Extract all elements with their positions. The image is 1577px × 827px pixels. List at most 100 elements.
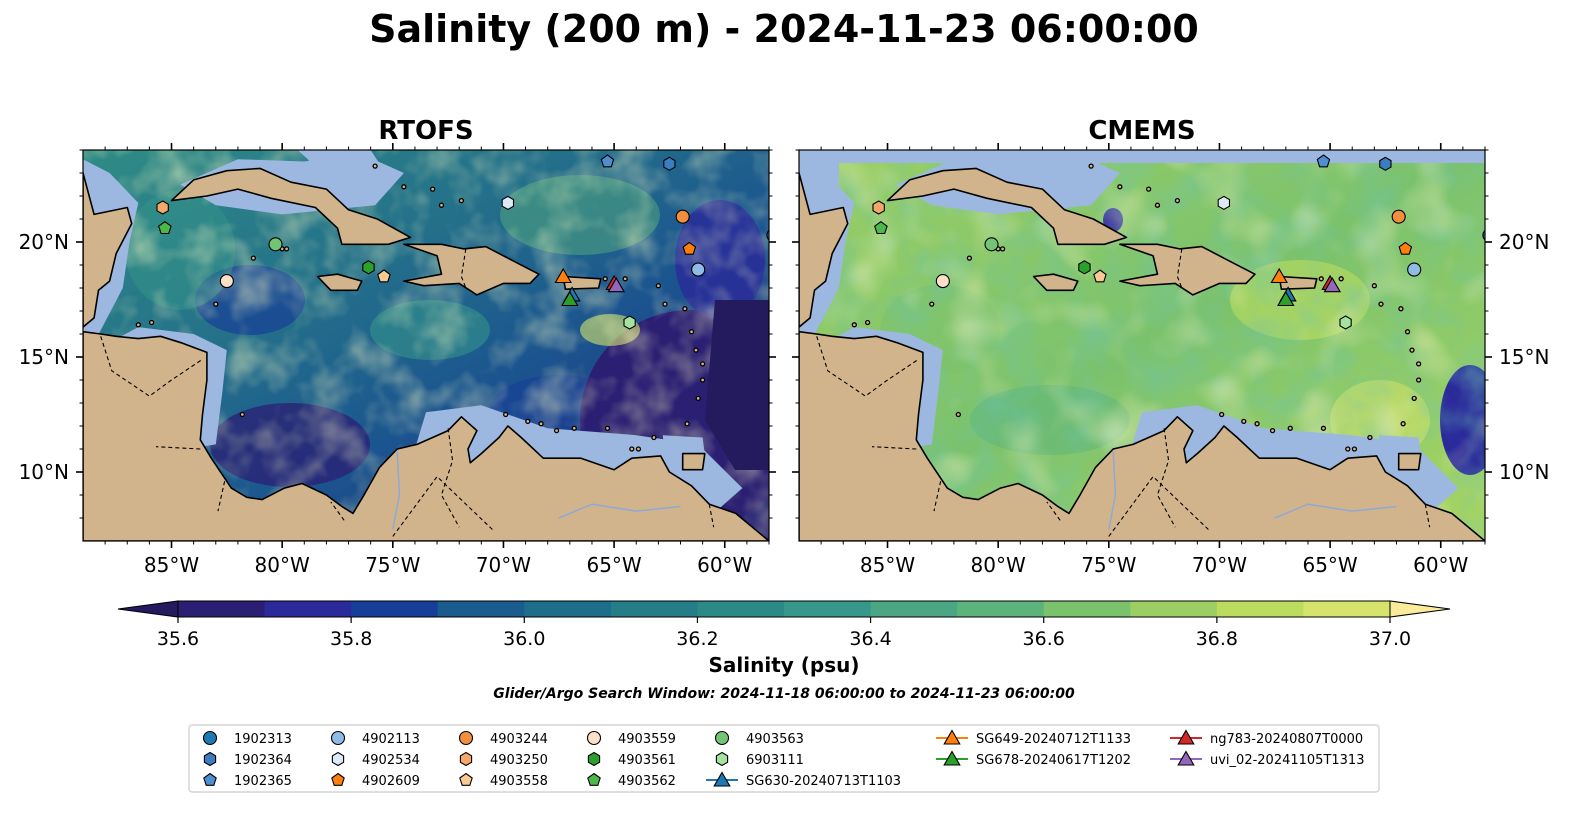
map-rtofs bbox=[83, 150, 769, 541]
country-border bbox=[1156, 428, 1176, 528]
marker-4903558 bbox=[459, 772, 473, 786]
marker-uvi_02-20241105T1313 bbox=[1177, 750, 1195, 766]
country-border bbox=[1176, 248, 1183, 289]
island bbox=[148, 319, 155, 326]
island bbox=[283, 246, 290, 252]
marker-4903562 bbox=[158, 221, 172, 235]
x-tick-label: 60°W bbox=[697, 553, 752, 577]
island bbox=[929, 301, 935, 307]
y-tick-label: 20°N bbox=[19, 230, 69, 254]
legend-entry-ng783-20240807T0000: ng783-20240807T0000 bbox=[1170, 729, 1363, 747]
island bbox=[503, 411, 509, 418]
river bbox=[392, 451, 401, 530]
panel-cmems: CMEMS 85°W 80°W 75°W 70°W 65°W 6 bbox=[792, 116, 1549, 577]
island bbox=[458, 197, 465, 204]
legend-entry-4903562: 4903562 bbox=[587, 772, 676, 789]
island bbox=[688, 329, 695, 335]
legend-entry-1902313: 1902313 bbox=[202, 730, 292, 747]
island bbox=[401, 184, 407, 190]
landmass bbox=[799, 172, 849, 328]
legend-entry-4903559: 4903559 bbox=[586, 730, 676, 747]
island bbox=[1351, 446, 1358, 452]
marker-4903561 bbox=[1078, 260, 1091, 275]
legend-label: 4903561 bbox=[618, 753, 676, 768]
marker-4903562 bbox=[874, 221, 888, 235]
river bbox=[558, 503, 681, 519]
legend-entry-4902534: 4902534 bbox=[331, 751, 420, 768]
colorbar-segment bbox=[351, 601, 439, 617]
marker-1902365 bbox=[1316, 154, 1331, 168]
legend-entry-6903111: 6903111 bbox=[715, 751, 804, 768]
x-tick-label: 75°W bbox=[1081, 553, 1136, 577]
marker-4903244 bbox=[458, 730, 474, 746]
map-cmems bbox=[799, 150, 1485, 541]
marker-SG649-20240712T1133 bbox=[554, 267, 572, 284]
marker-4902113 bbox=[1407, 262, 1422, 277]
colorbar-segment bbox=[697, 601, 785, 617]
y-tick-label: 15°N bbox=[1499, 345, 1549, 369]
island bbox=[1088, 163, 1094, 169]
country-border bbox=[708, 504, 715, 528]
island bbox=[1415, 361, 1422, 367]
legend-entry-4903244: 4903244 bbox=[458, 730, 548, 747]
legend-entry-4902609: 4902609 bbox=[331, 772, 420, 789]
marker-SG630-20240713T1103 bbox=[713, 771, 731, 787]
colorbar-over-extension bbox=[1389, 600, 1451, 618]
colorbar-segment bbox=[1303, 601, 1391, 617]
colorbar-segment bbox=[1216, 601, 1305, 617]
country-border bbox=[330, 501, 345, 521]
country-border bbox=[155, 446, 201, 450]
island bbox=[1411, 395, 1417, 402]
island bbox=[429, 186, 436, 192]
legend-label: 4902113 bbox=[362, 732, 420, 747]
island bbox=[662, 301, 668, 307]
borders-rtofs bbox=[100, 248, 715, 537]
colorbar-segment bbox=[1043, 601, 1131, 617]
marker-4903558 bbox=[1093, 269, 1107, 283]
marker-uvi_02-20241105T1313 bbox=[607, 277, 626, 293]
island bbox=[604, 425, 611, 431]
island bbox=[629, 446, 635, 452]
legend-entry-1902364: 1902364 bbox=[203, 751, 292, 768]
panel-title-cmems: CMEMS bbox=[1088, 116, 1195, 146]
island bbox=[699, 361, 706, 367]
marker-4902113 bbox=[691, 262, 706, 277]
markers-cmems bbox=[872, 154, 1485, 330]
marker-1902365 bbox=[203, 772, 217, 786]
marker-4903563 bbox=[714, 730, 730, 746]
country-border bbox=[871, 446, 917, 450]
country-border bbox=[100, 336, 203, 397]
legend-entry-4903558: 4903558 bbox=[459, 772, 548, 789]
country-border bbox=[1046, 501, 1061, 521]
island bbox=[602, 276, 608, 282]
marker-ng783-20240807T0000 bbox=[1177, 729, 1195, 745]
island bbox=[1154, 202, 1161, 208]
island bbox=[1415, 377, 1422, 383]
colorbar-tick-label: 36.4 bbox=[849, 628, 891, 650]
marker-4903244 bbox=[1391, 209, 1406, 224]
marker-1902313 bbox=[202, 730, 218, 746]
island bbox=[622, 276, 628, 282]
legend-entry-SG630-20240713T1103: SG630-20240713T1103 bbox=[706, 771, 901, 789]
legend: 1902313 1902364 1902365 4902113 4902534 49026… bbox=[202, 729, 1364, 789]
landmass bbox=[681, 452, 706, 471]
landmass bbox=[1119, 243, 1256, 296]
landmass bbox=[799, 330, 1485, 541]
island bbox=[135, 322, 141, 328]
x-tick-label: 60°W bbox=[1413, 553, 1468, 577]
legend-label: 4903559 bbox=[618, 732, 676, 747]
shelf-area bbox=[297, 150, 393, 187]
x-tick-label: 85°W bbox=[860, 553, 915, 577]
landmass bbox=[170, 167, 412, 246]
colorbar-tick-label: 36.6 bbox=[1023, 628, 1065, 650]
marker-4903250 bbox=[156, 200, 169, 215]
colorbar-tick-label: 36.8 bbox=[1196, 628, 1238, 650]
colorbar-segment bbox=[957, 601, 1045, 617]
legend-label: uvi_02-20241105T1313 bbox=[1210, 753, 1364, 768]
island bbox=[851, 322, 857, 328]
marker-1902365 bbox=[600, 154, 615, 168]
marker-4902534 bbox=[501, 195, 515, 211]
island bbox=[1219, 411, 1225, 418]
frame-cmems bbox=[798, 149, 1486, 542]
x-tick-label: 85°W bbox=[144, 553, 199, 577]
